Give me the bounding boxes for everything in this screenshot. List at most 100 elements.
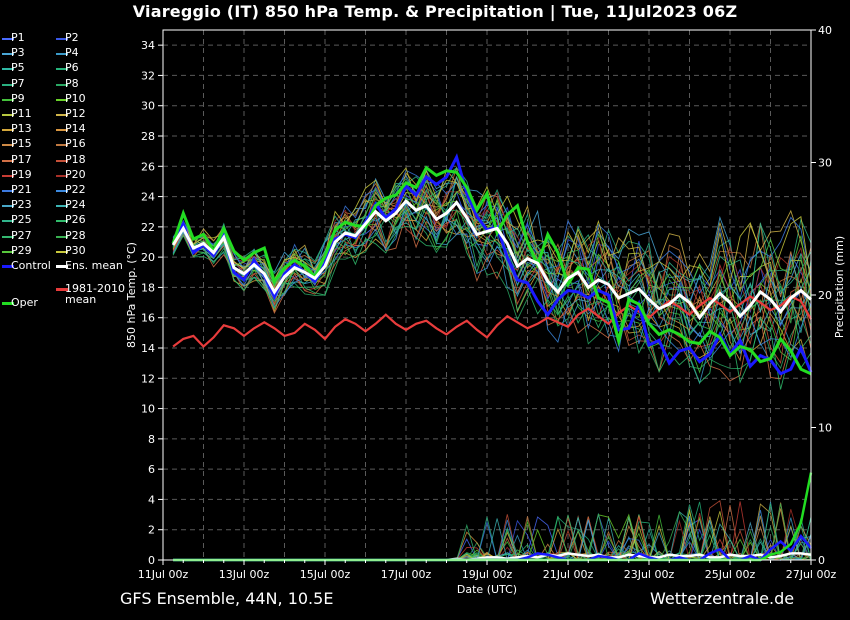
y2-tick-label: 10 [818, 422, 832, 435]
legend-label: P17 [11, 152, 32, 166]
legend-swatch [2, 250, 14, 253]
legend-label: P18 [65, 152, 86, 166]
oper-precip-line [173, 472, 813, 562]
climate-mean-line [172, 295, 812, 349]
y-tick-label: 20 [141, 251, 155, 264]
x-tick-label: 15Jul 00z [300, 568, 351, 581]
precipitation-lines [173, 472, 813, 562]
legend-swatch [2, 83, 14, 86]
legend-label: P3 [11, 46, 25, 60]
legend-swatch [2, 144, 14, 147]
legend-label: P29 [11, 243, 32, 257]
legend-label: Oper [11, 296, 38, 310]
legend-swatch [56, 250, 68, 253]
legend-swatch [56, 220, 68, 223]
y-tick-label: 6 [148, 463, 155, 476]
y2-tick-label: 20 [818, 289, 832, 302]
legend-label: P16 [65, 137, 86, 151]
legend-label: P26 [65, 213, 86, 227]
legend-label: P27 [11, 228, 32, 242]
legend-label: P11 [11, 107, 32, 120]
y2-tick-label: 30 [818, 157, 832, 170]
y-tick-label: 30 [141, 100, 155, 113]
y-tick-label: 8 [148, 433, 155, 446]
y-tick-label: 24 [141, 191, 155, 204]
legend-swatch [56, 159, 68, 162]
x-tick-label: 17Jul 00z [381, 568, 432, 581]
x-axis-label: Date (UTC) [457, 583, 517, 596]
y-tick-label: 18 [141, 281, 155, 294]
x-tick-label: 25Jul 00z [705, 568, 756, 581]
chart-title: Viareggio (IT) 850 hPa Temp. & Precipita… [132, 2, 738, 21]
legend-label: P15 [11, 137, 32, 151]
legend-label: P20 [65, 167, 86, 181]
legend-swatch [56, 83, 68, 86]
y2-tick-label: 40 [818, 24, 832, 37]
legend-swatch [56, 265, 68, 268]
legend-label: P22 [65, 183, 86, 196]
y-tick-label: 22 [141, 221, 155, 234]
legend-label: P12 [65, 107, 86, 120]
y-tick-label: 26 [141, 160, 155, 173]
main-series [171, 153, 813, 376]
legend-swatch [2, 159, 14, 162]
legend-swatch [2, 265, 14, 268]
x-tick-label: 13Jul 00z [219, 568, 270, 581]
legend: P1 P2 P3 P4 P5 P6 P7 P8 P9 P10 P11 P12 P13 P14 P15 P16 P… [0, 32, 135, 322]
legend-swatch [2, 129, 14, 132]
legend-label: P1 [11, 31, 25, 44]
legend-swatch [2, 220, 14, 223]
member-line-22 [172, 202, 812, 360]
y-tick-label: 10 [141, 403, 155, 416]
legend-label: P14 [65, 122, 86, 136]
legend-swatch [2, 53, 14, 56]
x-tick-label: 23Jul 00z [624, 568, 675, 581]
source-credit: Wetterzentrale.de [650, 589, 795, 608]
legend-label: P10 [65, 91, 86, 105]
legend-swatch [56, 235, 68, 238]
member-line-30 [172, 167, 812, 287]
y-tick-label: 2 [148, 524, 155, 537]
legend-swatch [2, 235, 14, 238]
legend-label: P25 [11, 213, 32, 227]
legend-swatch [2, 98, 14, 101]
legend-swatch [56, 190, 68, 192]
legend-label: P6 [65, 61, 79, 75]
legend-swatch [56, 288, 68, 292]
legend-label: P19 [11, 167, 32, 181]
legend-label: Control [11, 259, 51, 272]
y-tick-label: 28 [141, 130, 155, 143]
y-tick-label: 0 [148, 554, 155, 567]
legend-swatch [56, 144, 68, 147]
legend-swatch [56, 174, 68, 177]
y-tick-label: 14 [141, 342, 155, 355]
legend-swatch [2, 38, 14, 40]
legend-label: P24 [65, 198, 86, 212]
legend-swatch [2, 68, 14, 71]
legend-swatch [2, 114, 14, 116]
legend-swatch [2, 174, 14, 177]
legend-swatch [2, 190, 14, 192]
y-tick-label: 32 [141, 69, 155, 82]
legend-label: P21 [11, 183, 32, 196]
legend-swatch [2, 302, 14, 306]
x-tick-label: 27Jul 00z [786, 568, 837, 581]
legend-label: P2 [65, 31, 79, 44]
legend-swatch [56, 205, 68, 208]
ensemble-members [172, 166, 812, 390]
y-tick-label: 12 [141, 372, 155, 385]
y2-axis-label: Precipitation (mm) [833, 236, 846, 338]
x-tick-label: 11Jul 00z [138, 568, 189, 581]
legend-label: Ens. mean [65, 259, 123, 272]
legend-label: P4 [65, 46, 79, 60]
legend-label: P8 [65, 76, 79, 90]
member-line-17 [172, 212, 812, 382]
legend-label: P7 [11, 76, 25, 90]
legend-swatch [56, 68, 68, 71]
legend-label: P28 [65, 228, 86, 242]
y2-tick-label: 0 [818, 554, 825, 567]
legend-label: P5 [11, 61, 25, 75]
oper-line [171, 165, 812, 376]
y-tick-label: 34 [141, 39, 155, 52]
